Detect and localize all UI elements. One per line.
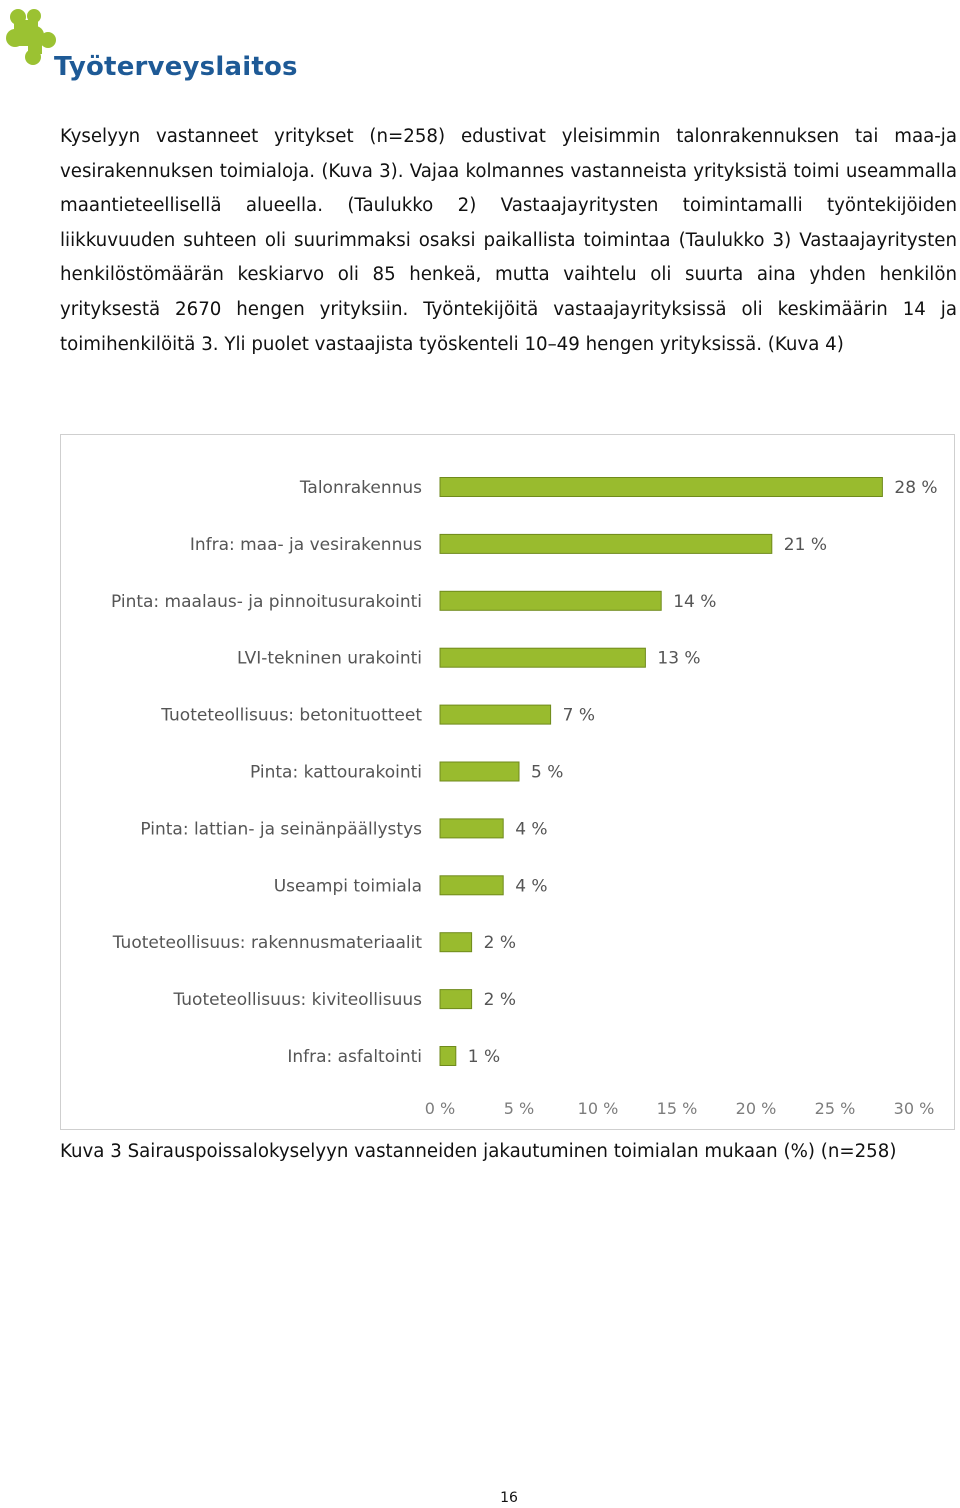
- value-label-talonrakennus: 28 %: [894, 478, 937, 498]
- value-label-lvi-tekninen-urakointi: 13 %: [657, 649, 700, 669]
- x-tick-label: 15 %: [657, 1099, 698, 1118]
- x-tick-label: 30 %: [894, 1099, 935, 1118]
- x-tick-label: 0 %: [425, 1099, 455, 1118]
- tyoterveyslaitos-logo: [6, 9, 56, 65]
- bar-pinta-kattourakointi: [439, 761, 520, 782]
- value-label-tuoteteollisuus-betonituotteet: 7 %: [563, 706, 595, 726]
- x-tick-label: 25 %: [815, 1099, 856, 1118]
- category-label-infra-maa-ja-vesirakennus: Infra: maa- ja vesirakennus: [190, 535, 422, 555]
- category-label-talonrakennus: Talonrakennus: [299, 478, 422, 498]
- value-label-tuoteteollisuus-rakennusmateriaalit: 2 %: [484, 933, 516, 953]
- bar-lvi-tekninen-urakointi: [439, 647, 646, 668]
- x-tick-label: 20 %: [736, 1099, 777, 1118]
- value-label-tuoteteollisuus-kiviteollisuus: 2 %: [484, 990, 516, 1010]
- value-label-pinta-lattian-ja-sein-np-llystys: 4 %: [515, 819, 547, 839]
- category-label-tuoteteollisuus-betonituotteet: Tuoteteollisuus: betonituotteet: [160, 706, 422, 726]
- bar-tuoteteollisuus-betonituotteet: [439, 704, 552, 725]
- category-label-tuoteteollisuus-kiviteollisuus: Tuoteteollisuus: kiviteollisuus: [172, 990, 422, 1010]
- bar-talonrakennus: [439, 477, 883, 497]
- category-label-pinta-kattourakointi: Pinta: kattourakointi: [250, 763, 422, 783]
- value-label-infra-maa-ja-vesirakennus: 21 %: [784, 535, 827, 555]
- value-label-useampi-toimiala: 4 %: [515, 876, 547, 896]
- value-label-infra-asfaltointi: 1 %: [468, 1047, 500, 1067]
- category-label-pinta-lattian-ja-sein-np-llystys: Pinta: lattian- ja seinänpäällystys: [140, 819, 422, 839]
- logo-leaf-icon: [6, 9, 56, 65]
- category-label-infra-asfaltointi: Infra: asfaltointi: [287, 1047, 422, 1067]
- bar-tuoteteollisuus-rakennusmateriaalit: [439, 932, 473, 953]
- bar-pinta-maalaus-ja-pinnoitusurakointi: [439, 590, 662, 611]
- bar-infra-asfaltointi: [439, 1046, 457, 1066]
- body-paragraph: Kyselyyn vastanneet yritykset (n=258) ed…: [60, 126, 957, 355]
- bar-chart: Talonrakennus 28 % Infra: maa- ja vesirake…: [111, 477, 938, 1118]
- x-tick-label: 10 %: [578, 1099, 619, 1118]
- category-label-tuoteteollisuus-rakennusmateriaalit: Tuoteteollisuus: rakennusmateriaalit: [112, 933, 423, 953]
- bar-pinta-lattian-ja-sein-np-llystys: [439, 818, 504, 839]
- category-label-pinta-maalaus-ja-pinnoitusurakointi: Pinta: maalaus- ja pinnoitusurakointi: [111, 592, 422, 612]
- logo-wordmark: Työterveyslaitos: [54, 52, 298, 82]
- category-label-lvi-tekninen-urakointi: LVI-tekninen urakointi: [237, 649, 422, 669]
- x-tick-label: 5 %: [504, 1099, 534, 1118]
- bar-useampi-toimiala: [439, 875, 504, 896]
- value-label-pinta-maalaus-ja-pinnoitusurakointi: 14 %: [673, 592, 716, 612]
- category-label-useampi-toimiala: Useampi toimiala: [274, 876, 422, 896]
- page-number: 16: [500, 1490, 518, 1506]
- value-label-pinta-kattourakointi: 5 %: [531, 763, 563, 783]
- industry-distribution-chart: Talonrakennus 28 % Infra: maa- ja vesirake…: [60, 434, 955, 1130]
- figure-caption: Kuva 3 Sairauspoissalokyselyyn vastannei…: [60, 1141, 897, 1162]
- bar-infra-maa-ja-vesirakennus: [439, 533, 773, 554]
- bar-tuoteteollisuus-kiviteollisuus: [439, 989, 473, 1010]
